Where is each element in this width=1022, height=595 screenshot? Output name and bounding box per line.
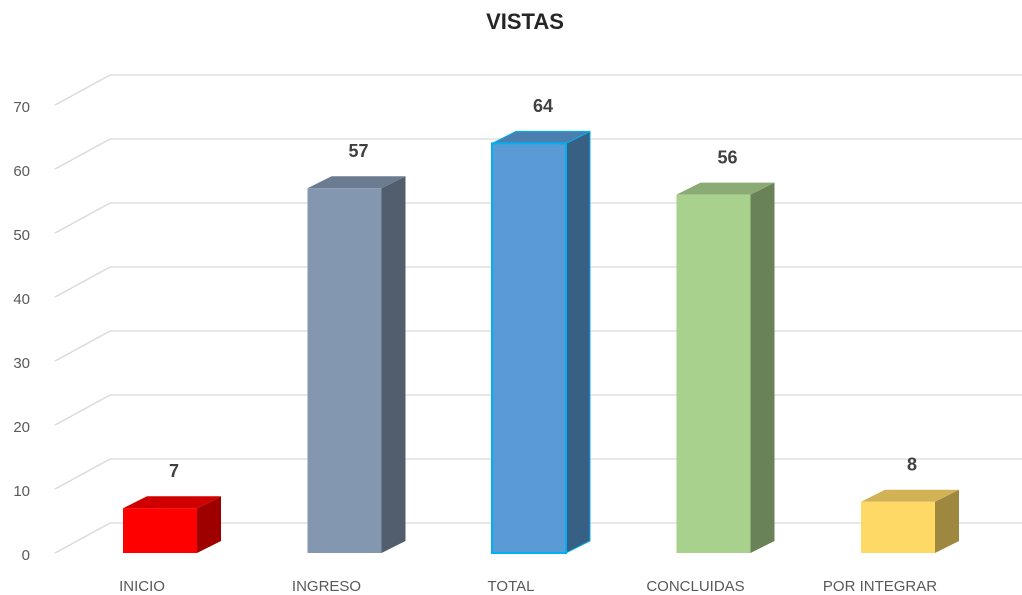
y-tick-label: 0 (22, 547, 30, 564)
value-label: 64 (533, 96, 553, 116)
y-tick-label: 10 (13, 483, 30, 500)
grid-line (54, 74, 1022, 106)
x-tick-label: TOTAL (488, 578, 535, 595)
x-tick-label: POR INTEGRAR (823, 578, 937, 595)
x-tick-label: INICIO (119, 578, 165, 595)
bar (676, 194, 751, 553)
bar-top (676, 182, 775, 195)
y-tick-label: 40 (13, 291, 30, 308)
bar-top (861, 489, 959, 502)
y-tick-label: 50 (13, 227, 30, 244)
value-label: 7 (169, 461, 179, 481)
x-tick-label: INGRESO (292, 578, 361, 595)
bar-side (565, 130, 591, 554)
bar-side (750, 182, 775, 553)
bar-side (935, 489, 959, 553)
value-label: 8 (907, 455, 917, 475)
bar (307, 188, 382, 553)
y-tick-label: 60 (13, 163, 30, 180)
bar (491, 142, 567, 554)
bar-top (123, 496, 221, 509)
bar (123, 508, 197, 553)
value-label: 57 (348, 141, 368, 161)
bar-top (307, 176, 406, 189)
y-tick-label: 20 (13, 419, 30, 436)
bar (861, 501, 935, 553)
x-tick-label: CONCLUIDAS (646, 578, 744, 595)
bar-side (197, 496, 221, 553)
bar-side (381, 176, 406, 553)
y-tick-label: 30 (13, 355, 30, 372)
value-label: 56 (717, 147, 737, 167)
grid-line (54, 138, 1022, 170)
chart-title: VISTAS (486, 9, 564, 34)
y-tick-label: 70 (13, 99, 30, 116)
